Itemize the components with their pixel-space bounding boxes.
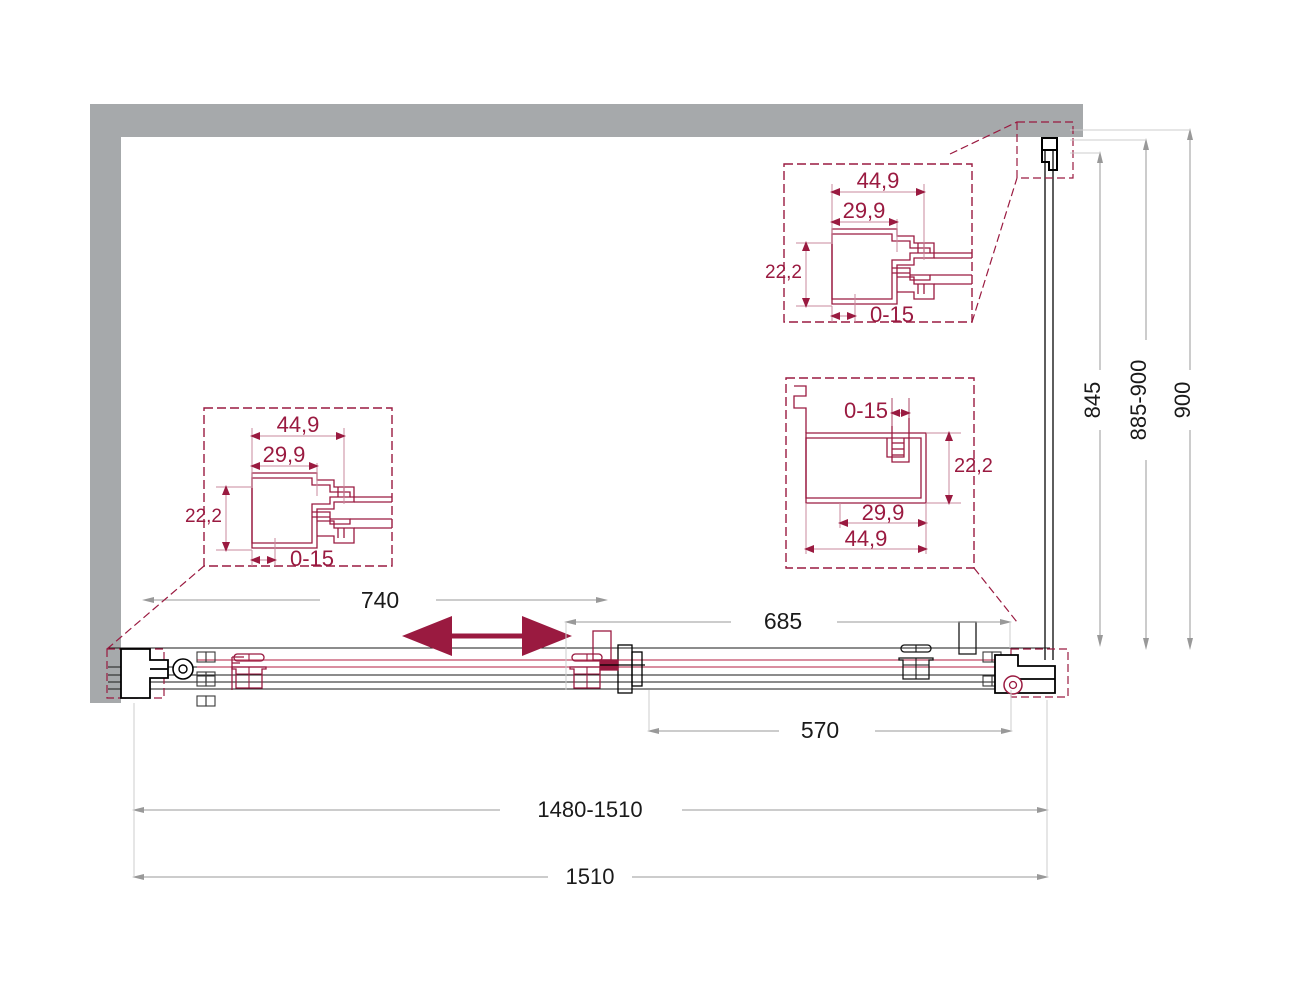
svg-text:22,2: 22,2: [954, 455, 993, 477]
svg-text:44,9: 44,9: [277, 412, 320, 437]
svg-text:22,2: 22,2: [185, 506, 222, 527]
svg-text:740: 740: [361, 587, 399, 613]
svg-text:0-15: 0-15: [870, 302, 914, 327]
svg-text:0-15: 0-15: [290, 546, 334, 571]
svg-text:29,9: 29,9: [862, 500, 905, 525]
svg-text:44,9: 44,9: [857, 168, 900, 193]
svg-text:685: 685: [764, 608, 802, 634]
svg-text:29,9: 29,9: [263, 442, 306, 467]
svg-text:1480-1510: 1480-1510: [537, 797, 642, 822]
svg-text:900: 900: [1170, 382, 1195, 419]
svg-text:1510: 1510: [566, 864, 615, 889]
svg-text:845: 845: [1080, 382, 1105, 419]
svg-text:885-900: 885-900: [1126, 360, 1151, 441]
svg-text:570: 570: [801, 717, 839, 743]
svg-text:0-15: 0-15: [844, 398, 888, 423]
svg-text:44,9: 44,9: [845, 526, 888, 551]
svg-text:22,2: 22,2: [765, 262, 802, 283]
svg-text:29,9: 29,9: [843, 198, 886, 223]
